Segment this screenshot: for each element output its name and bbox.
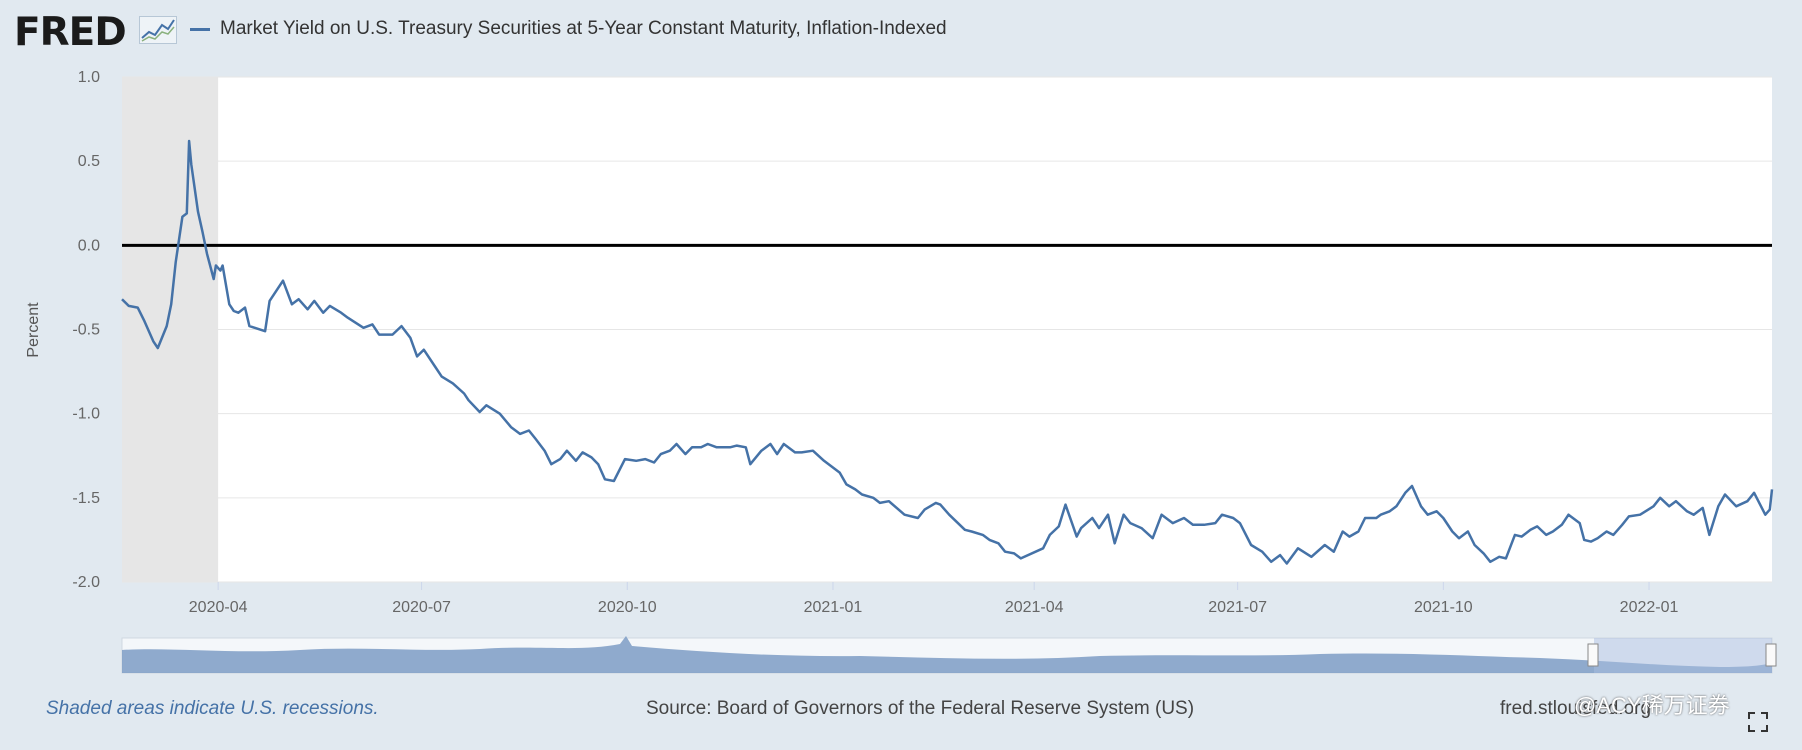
chart-legend[interactable]: Market Yield on U.S. Treasury Securities…: [190, 18, 947, 40]
navigator-left-handle[interactable]: [1587, 643, 1599, 667]
y-tick-label: 0.0: [78, 237, 100, 254]
x-tick-label: 2021-10: [1414, 599, 1473, 616]
navigator-right-handle[interactable]: [1765, 643, 1777, 667]
y-tick-label: 0.5: [78, 153, 100, 170]
range-navigator[interactable]: [121, 636, 1777, 674]
x-tick-label: 2021-01: [804, 599, 863, 616]
series-line[interactable]: [121, 139, 1774, 565]
y-tick-label: -0.5: [72, 322, 100, 339]
x-axis-ticks: 2020-04 2020-07 2020-10 2021-01 2021-04 2021-…: [189, 582, 1679, 616]
x-tick-label: 2020-07: [392, 599, 451, 616]
legend-series-label: Market Yield on U.S. Treasury Securities…: [220, 18, 947, 39]
y-tick-label: 1.0: [78, 69, 100, 86]
navigator-series-area: [122, 636, 1772, 673]
y-tick-label: -2.0: [72, 574, 100, 591]
source-text: Source: Board of Governors of the Federa…: [646, 698, 1195, 719]
x-tick-label: 2020-10: [598, 599, 657, 616]
navigator-selection[interactable]: [1594, 638, 1772, 673]
y-axis-ticks: 1.0 0.5 0.0 -0.5 -1.0 -1.5 -2.0: [72, 69, 100, 591]
fred-logo-graph-icon: [139, 16, 177, 44]
line-chart[interactable]: 1.0 0.5 0.0 -0.5 -1.0 -1.5 -2.0 2020-04 2020-07…: [0, 60, 1802, 680]
y-axis-label: Percent: [25, 302, 42, 358]
fullscreen-icon[interactable]: [1748, 712, 1768, 732]
recession-note: Shaded areas indicate U.S. recessions.: [46, 698, 379, 719]
site-url[interactable]: fred.stlouisfed.org: [1500, 698, 1652, 719]
legend-line-swatch: [190, 27, 210, 31]
x-tick-label: 2021-07: [1208, 599, 1267, 616]
x-tick-label: 2020-04: [189, 599, 248, 616]
y-tick-label: -1.0: [72, 406, 100, 423]
watermark: @ACY稀万证券: [1574, 693, 1730, 718]
x-tick-label: 2022-01: [1620, 599, 1679, 616]
x-tick-label: 2021-04: [1005, 599, 1064, 616]
y-tick-label: -1.5: [72, 490, 100, 507]
fred-logo[interactable]: FRED: [14, 10, 127, 55]
